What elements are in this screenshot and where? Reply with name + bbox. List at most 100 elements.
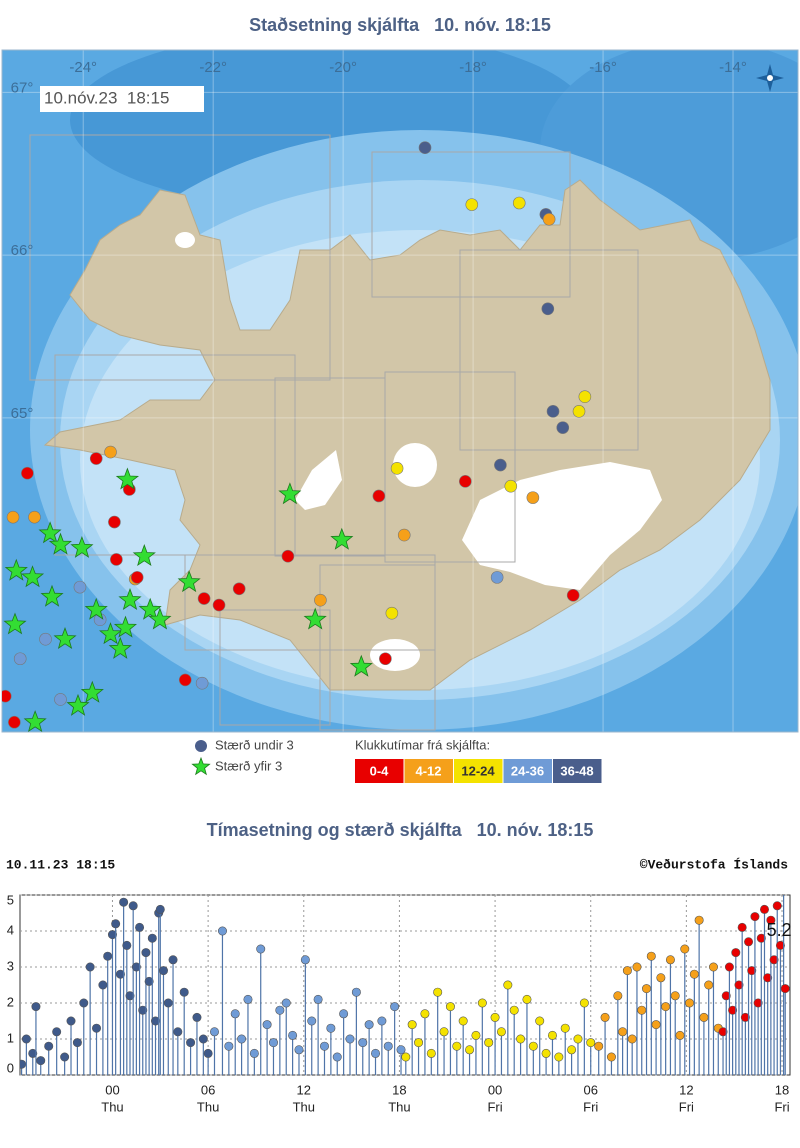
quake-point (275, 1005, 285, 1015)
quake-point (256, 944, 266, 954)
quake-point (288, 1030, 298, 1040)
quakes (2, 141, 592, 732)
quake-point (60, 1052, 70, 1062)
quake-point (560, 1023, 570, 1033)
quake (130, 571, 144, 584)
quake-point (144, 976, 154, 986)
quake-point (740, 1012, 750, 1022)
quake-point (433, 987, 443, 997)
x-tick-label: 06 (201, 1082, 215, 1097)
quake-point (747, 966, 757, 976)
legend-label: 24-36 (511, 763, 544, 778)
quake-point (339, 1009, 349, 1019)
quake (379, 652, 392, 666)
quake-point (779, 884, 787, 892)
x-tick-label: 12 (679, 1082, 693, 1097)
x-tick-label: 18 (775, 1082, 789, 1097)
legend-label: 36-48 (560, 763, 593, 778)
quake (178, 673, 192, 687)
quake (390, 462, 404, 475)
large-quake (40, 584, 64, 607)
x-tick-day: Thu (197, 1099, 219, 1114)
quake (281, 549, 295, 563)
quake-point (21, 1034, 31, 1044)
quake-point (198, 1034, 208, 1044)
quake-point (79, 998, 89, 1008)
glacier (462, 462, 662, 590)
legend-title: Klukkutímar frá skjálfta: (355, 737, 490, 752)
quake-point (158, 966, 168, 976)
quake-point (694, 915, 704, 925)
quake-point (186, 1038, 196, 1048)
legend-swatch (355, 759, 404, 783)
quake-point (579, 998, 589, 1008)
quake (108, 515, 121, 529)
y-tick-label: 4 (7, 922, 14, 937)
quake-point (203, 1048, 213, 1058)
quake-point (249, 1048, 259, 1058)
compass-center (767, 75, 773, 81)
quake-point (300, 955, 310, 965)
x-tick-day: Fri (487, 1099, 502, 1114)
quake (541, 302, 555, 316)
quake-point (637, 1005, 647, 1015)
x-tick-label: 18 (392, 1082, 406, 1097)
region-box (384, 371, 516, 563)
quake (526, 491, 540, 504)
glacier (295, 450, 342, 510)
quake (197, 592, 211, 605)
quake-point (458, 1016, 468, 1026)
labels: 5.2 (767, 920, 792, 940)
quake (494, 458, 507, 472)
large-quake (330, 527, 354, 550)
quake-point (731, 948, 741, 958)
quake (372, 489, 386, 503)
y-tick-label: 2 (7, 994, 14, 1009)
y-tick-label: 5 (7, 892, 14, 907)
lat-label: 66° (11, 242, 34, 259)
quake-point (528, 1041, 538, 1051)
large-quake (349, 654, 373, 677)
x-tick-day: Thu (101, 1099, 123, 1114)
quake-point (763, 973, 773, 983)
quake (28, 510, 41, 524)
map-frame (1, 49, 799, 733)
quake-point (744, 937, 754, 947)
legend-swatch (553, 759, 602, 783)
quake (504, 479, 518, 493)
quake-point (632, 962, 642, 972)
quake-point (217, 926, 227, 936)
large-quake (23, 710, 47, 732)
quake-point (332, 1052, 342, 1062)
region-box (219, 609, 331, 726)
quake-point (20, 1059, 27, 1069)
quake-point (554, 1052, 564, 1062)
quake-point (484, 1038, 494, 1048)
quake (572, 405, 586, 418)
quake (89, 452, 103, 465)
quake-point (243, 994, 253, 1004)
quake-point (141, 948, 151, 958)
quake-point (281, 998, 291, 1008)
quake (2, 689, 12, 703)
quake-point (627, 1034, 637, 1044)
quake-point (135, 922, 145, 932)
quake-point (594, 1041, 604, 1051)
region-box (319, 564, 436, 731)
large-quake (108, 636, 132, 659)
quake-point (775, 940, 785, 950)
quake-point (642, 984, 652, 994)
quake-point (364, 1020, 374, 1030)
map-stamp: 10.nóv.23 18:15 (44, 88, 169, 107)
quake (6, 510, 20, 524)
quake-point (724, 962, 734, 972)
large-quake (70, 535, 94, 558)
quake-point (52, 1027, 62, 1037)
region-box (29, 134, 331, 381)
quake-point (115, 969, 125, 979)
quake-point (111, 919, 121, 929)
lon-label: -24° (69, 59, 97, 76)
quake-point (224, 1041, 234, 1051)
quake-point (753, 998, 763, 1008)
quake-point (503, 980, 513, 990)
